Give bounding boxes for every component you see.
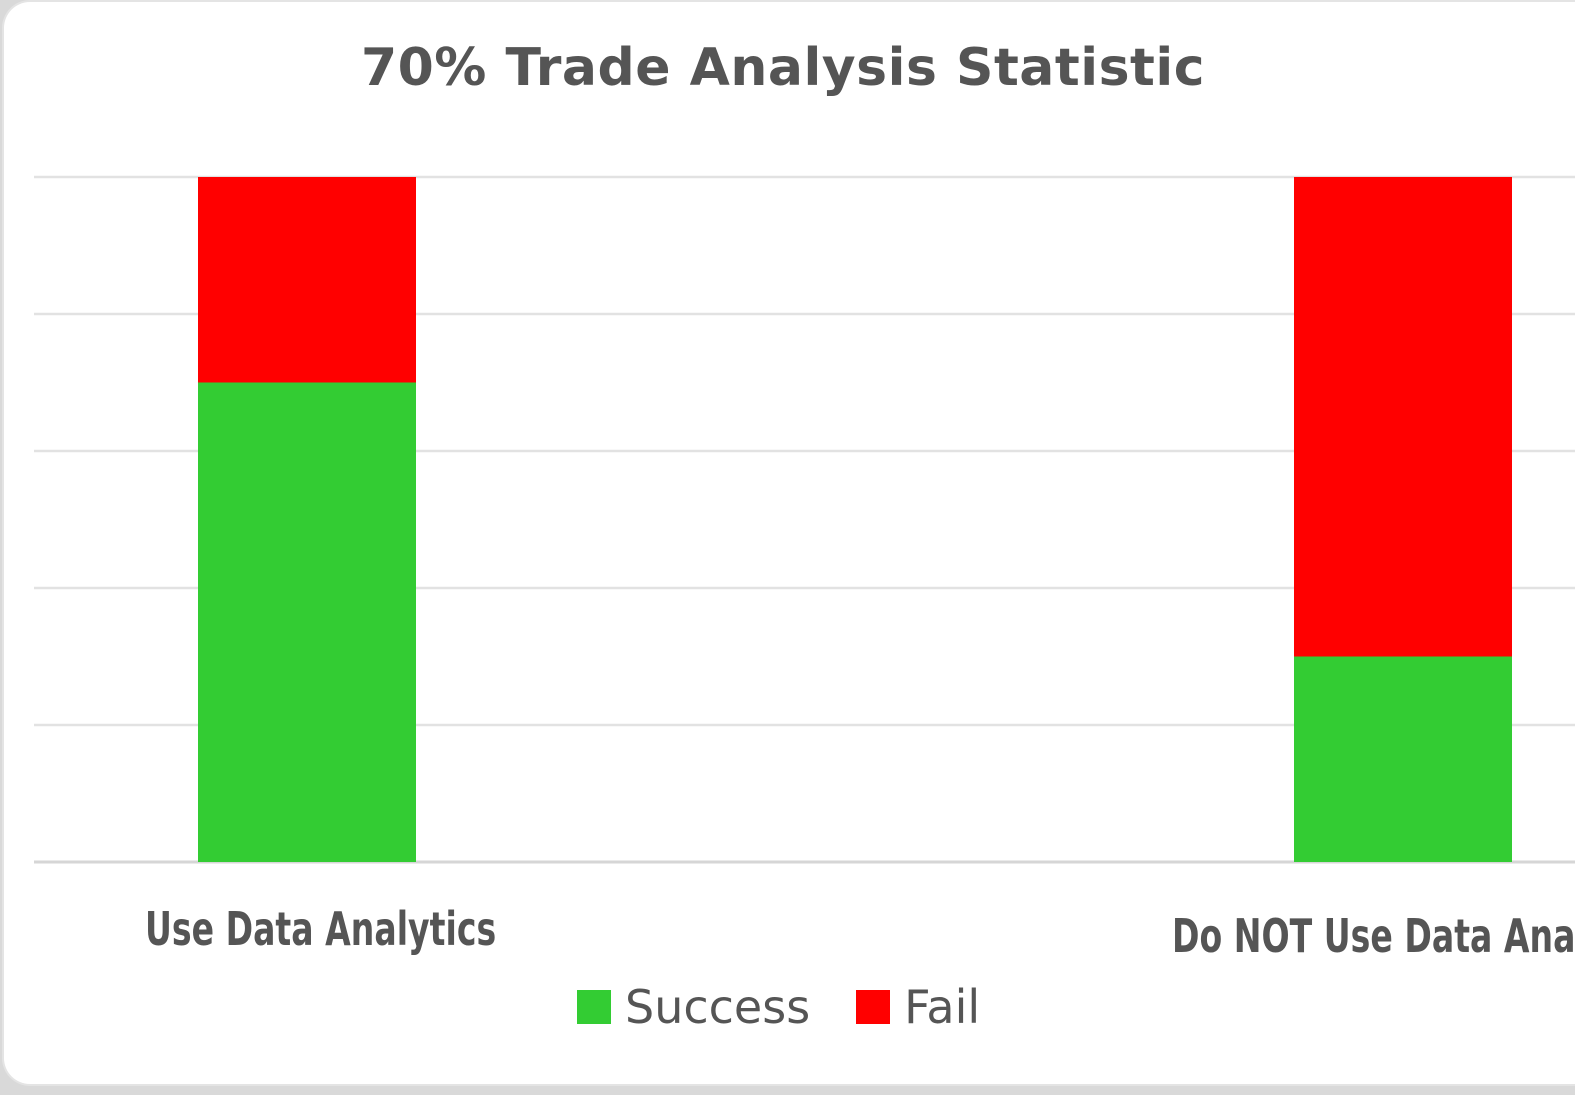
legend-label-fail: Fail: [904, 980, 981, 1034]
category-label-1: Use Data Analytics: [145, 904, 496, 957]
legend-label-success: Success: [625, 980, 811, 1034]
bar-fail-2: [1294, 177, 1512, 657]
legend-item-fail: Fail: [856, 980, 980, 1034]
bar-success-1: [198, 382, 416, 862]
category-label-2: Do NOT Use Data Analytics: [1172, 911, 1575, 964]
legend: Success Fail: [577, 980, 1026, 1034]
legend-swatch-fail: [856, 990, 891, 1024]
legend-swatch-success: [577, 990, 611, 1024]
bars: [198, 177, 1512, 862]
bar-fail-1: [198, 177, 416, 383]
bar-success-2: [1294, 656, 1512, 862]
category-labels: Use Data Analytics Do NOT Use Data Analyt…: [145, 904, 1575, 964]
chart-title: 70% Trade Analysis Statistic: [360, 38, 1206, 98]
legend-item-success: Success: [577, 980, 810, 1034]
